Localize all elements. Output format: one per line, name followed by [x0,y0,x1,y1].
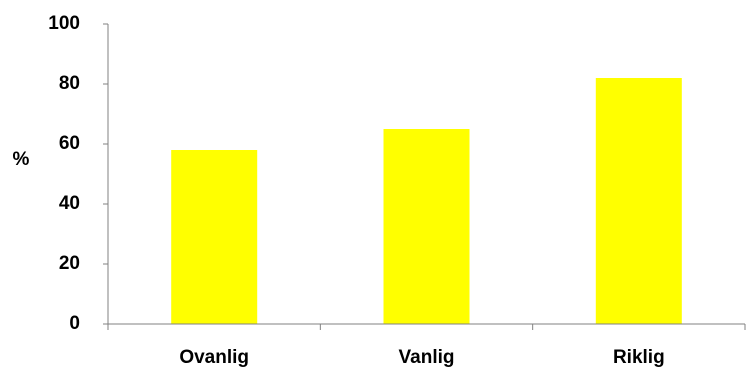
x-category-label-riklig: Riklig [613,347,665,368]
bar-riklig [595,78,682,324]
labels-group: 0 20 40 60 80 100 Ovanlig Vanlig Riklig [48,13,664,368]
y-tick-label-80: 80 [59,73,80,94]
y-tick-label-60: 60 [59,133,80,154]
y-tick-label-0: 0 [69,313,80,334]
x-category-label-vanlig: Vanlig [399,347,455,368]
y-tick-label-20: 20 [59,253,80,274]
bar-vanlig [383,129,470,324]
bars-group [171,78,682,324]
x-category-label-ovanlig: Ovanlig [179,347,249,368]
axes-group [103,23,746,330]
bar-ovanlig [171,150,258,324]
y-tick-label-40: 40 [59,193,80,214]
y-tick-label-100: 100 [48,13,80,34]
y-axis-label: % [13,149,30,170]
